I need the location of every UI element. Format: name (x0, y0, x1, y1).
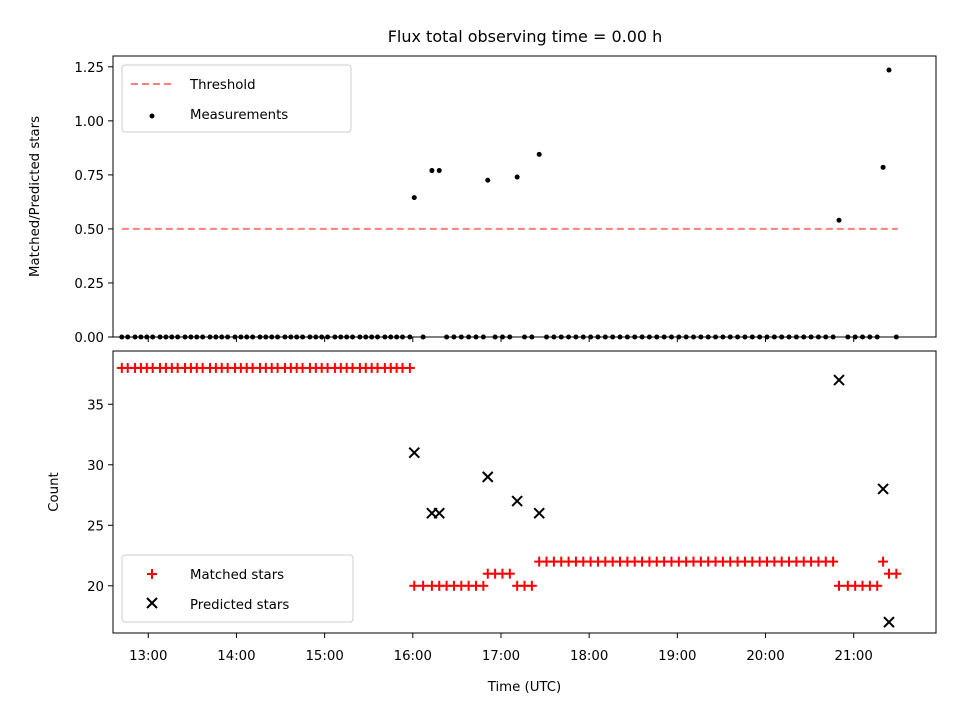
predicted-star-marker (833, 374, 845, 386)
measurement-point (411, 195, 417, 201)
predicted-legend-swatch (146, 597, 158, 609)
bottom-y-tick-label: 30 (87, 459, 104, 474)
matched-star-marker (872, 580, 883, 591)
bottom-y-tick-label: 20 (87, 580, 104, 595)
top-x-ticks (147, 337, 855, 342)
x-tick-label: 15:00 (305, 649, 343, 664)
bottom-y-tick-label: 35 (87, 398, 104, 413)
matched-star-marker (478, 580, 489, 591)
threshold-legend-label: Threshold (189, 78, 256, 93)
top-legend-box (121, 64, 352, 133)
matched-star-marker (409, 580, 420, 591)
top-y-tick-label: 1.00 (74, 115, 104, 130)
matched-legend-label: Matched stars (190, 568, 284, 583)
matched-star-marker (526, 580, 537, 591)
measurement-point (886, 67, 892, 73)
x-tick-label: 21:00 (835, 649, 873, 664)
predicted-star-marker (482, 471, 494, 483)
matched-star-marker (418, 580, 429, 591)
bottom-y-axis-label: Count (47, 472, 62, 512)
x-tick-label: 19:00 (658, 649, 696, 664)
top-y-tick-label: 0.00 (74, 331, 104, 346)
predicted-star-marker (533, 507, 545, 519)
measurement-point (880, 164, 886, 170)
bottom-y-ticks: 20 25 30 35 (87, 398, 113, 595)
x-tick-label: 17:00 (482, 649, 520, 664)
top-y-ticks: 0.00 0.25 0.50 0.75 1.00 1.25 (74, 61, 113, 346)
measurement-point (436, 168, 442, 174)
top-legend: Threshold Measurements (121, 64, 352, 133)
measurement-point (536, 151, 542, 157)
top-y-tick-label: 1.25 (74, 61, 104, 76)
measurement-point (514, 174, 520, 180)
measurement-point (836, 217, 842, 223)
predicted-star-marker (883, 616, 895, 628)
bottom-legend-box (121, 554, 354, 623)
matched-legend-swatch (147, 569, 157, 579)
bottom-x-ticks: 13:00 14:00 15:00 16:00 17:00 18:00 19:00 20:00… (129, 633, 873, 664)
top-axes: 0.00 0.25 0.50 0.75 1.00 1.25 Matched/Predict… (28, 55, 937, 346)
x-tick-label: 14:00 (217, 649, 255, 664)
bottom-y-tick-label: 25 (87, 519, 104, 534)
matched-star-marker (878, 556, 889, 567)
measurement-point (485, 177, 491, 183)
predicted-legend-label: Predicted stars (190, 598, 289, 613)
x-tick-label: 13:00 (129, 649, 167, 664)
predicted-star-marker (433, 507, 445, 519)
top-axes-frame (112, 55, 937, 338)
top-y-tick-label: 0.75 (74, 169, 104, 184)
matched-star-marker (504, 568, 515, 579)
predicted-star-marker (408, 446, 420, 459)
measurements-legend-swatch (149, 113, 155, 119)
chart-title: Flux total observing time = 0.00 h (388, 27, 663, 46)
x-axis-label: Time (UTC) (487, 680, 562, 695)
predicted-star-marker (877, 483, 889, 495)
top-y-tick-label: 0.50 (74, 223, 104, 238)
matched-star-marker (404, 362, 415, 373)
top-y-tick-label: 0.25 (74, 277, 104, 292)
measurements-legend-label: Measurements (190, 108, 288, 123)
predicted-star-marker (511, 495, 523, 507)
bottom-axes-frame (112, 350, 937, 634)
bottom-marks (116, 362, 902, 628)
matched-star-marker (891, 568, 902, 579)
matched-star-marker (828, 556, 839, 567)
measurement-point (429, 168, 435, 174)
matched-star-marker (834, 580, 845, 591)
bottom-legend: Matched stars Predicted stars (121, 554, 354, 623)
top-y-axis-label: Matched/Predicted stars (28, 116, 43, 277)
x-tick-label: 16:00 (394, 649, 432, 664)
x-tick-label: 18:00 (570, 649, 608, 664)
x-tick-label: 20:00 (746, 649, 784, 664)
